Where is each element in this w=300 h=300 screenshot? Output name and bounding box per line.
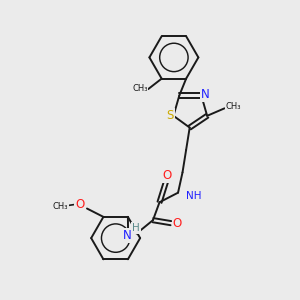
Text: H: H [132, 223, 140, 233]
Text: N: N [123, 229, 132, 242]
Text: N: N [201, 88, 209, 100]
Text: CH₃: CH₃ [226, 102, 241, 111]
Text: O: O [75, 198, 85, 211]
Text: NH: NH [186, 191, 202, 201]
Text: O: O [162, 169, 171, 182]
Text: O: O [173, 217, 182, 230]
Text: CH₃: CH₃ [132, 84, 148, 93]
Text: S: S [166, 109, 174, 122]
Text: CH₃: CH₃ [52, 202, 68, 211]
